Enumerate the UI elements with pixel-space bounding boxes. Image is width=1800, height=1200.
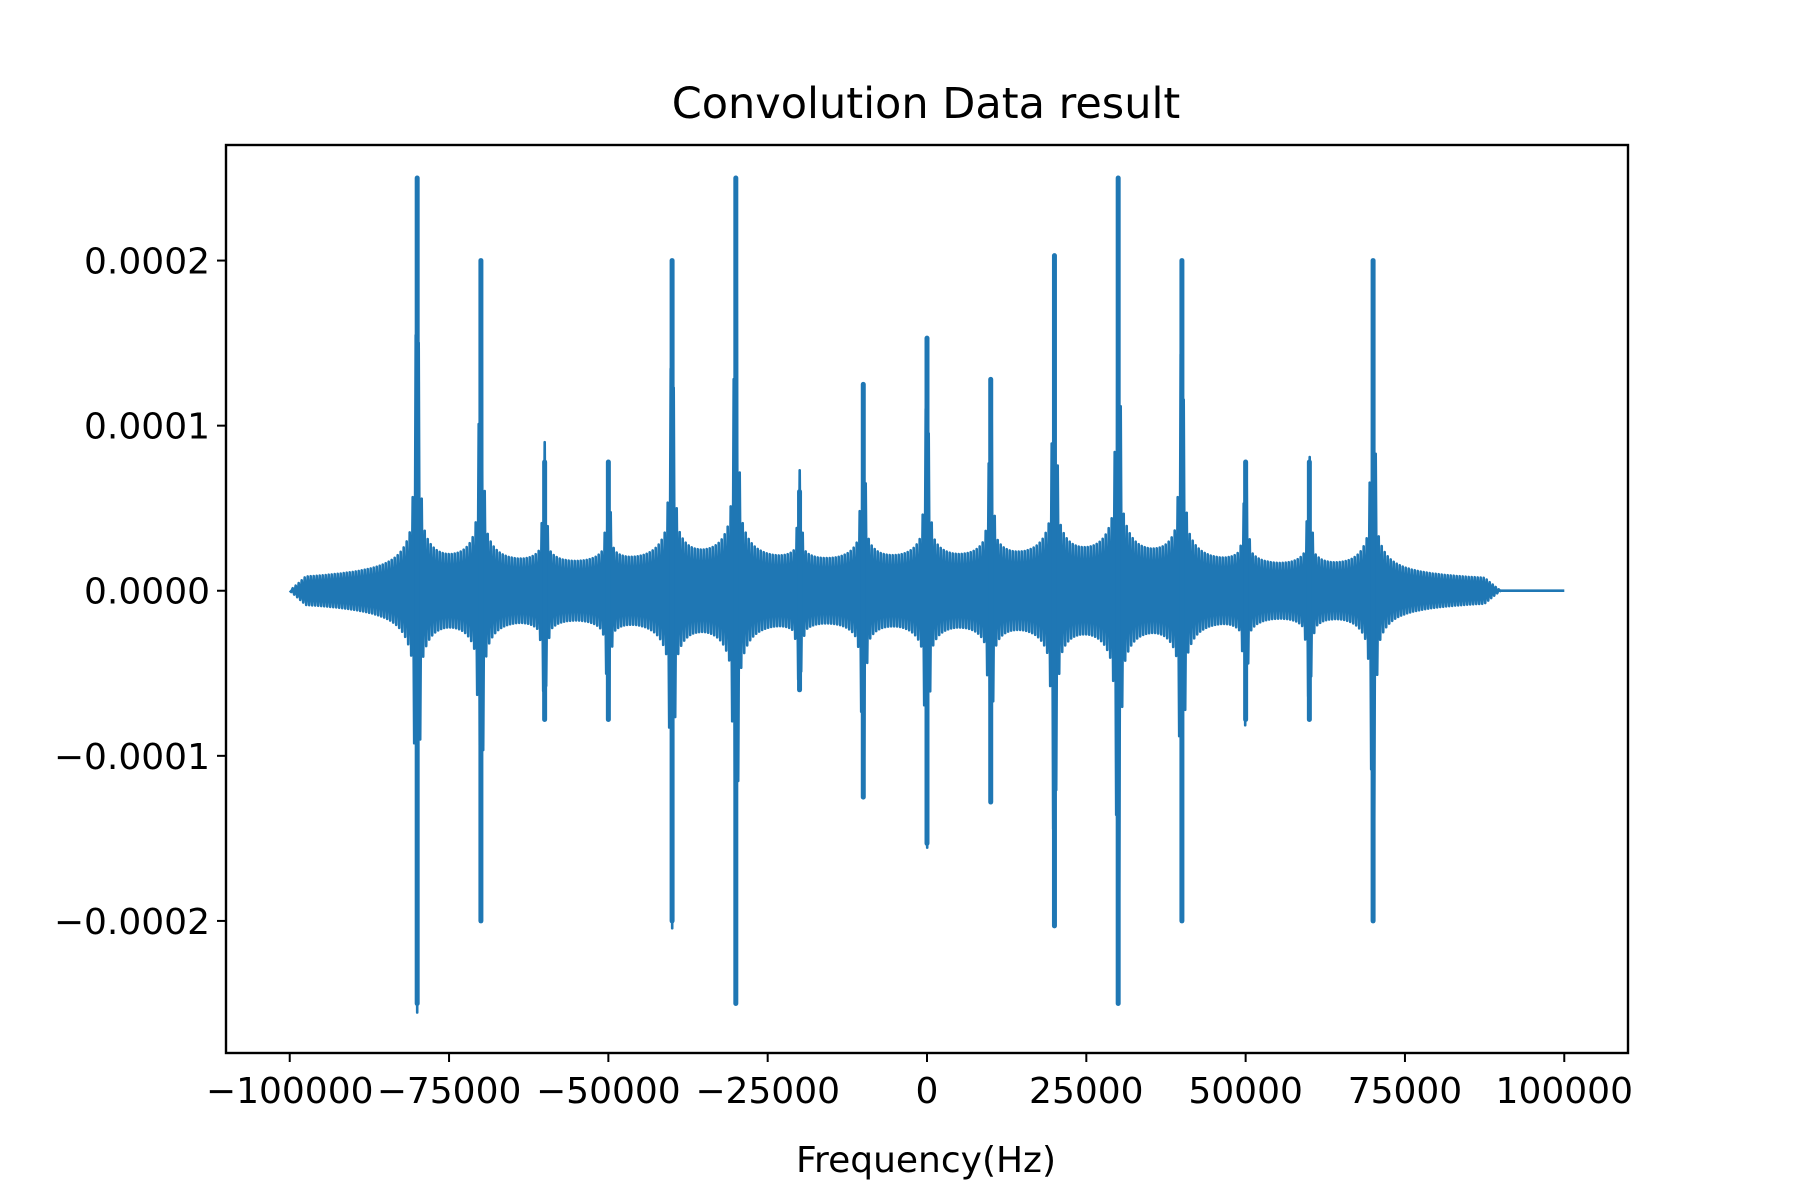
plot-frame [224,143,1630,1055]
x-tick-label: −100000 [206,1071,374,1112]
x-axis: −100000 −75000 −50000 −25000 0 25000 50000 7500… [206,1053,1633,1112]
y-axis: −0.0002 −0.0001 0.0000 0.0001 0.0002 [54,242,226,943]
y-tick-label: −0.0002 [54,902,210,943]
x-tick-label: 75000 [1348,1071,1463,1112]
x-tick-label: −75000 [377,1071,522,1112]
x-tick-label: 100000 [1496,1071,1633,1112]
y-tick-label: 0.0000 [84,572,210,613]
x-axis-label: Frequency(Hz) [796,1140,1056,1181]
x-tick-label: 0 [916,1071,939,1112]
signal-trace [288,216,1565,1014]
x-tick-label: 25000 [1029,1071,1144,1112]
y-tick-label: 0.0002 [84,242,210,283]
y-tick-label: 0.0001 [84,407,210,448]
y-tick-label: −0.0001 [54,737,210,778]
signal-trace-layer [288,175,1565,1014]
x-tick-label: 50000 [1188,1071,1303,1112]
chart-title: Convolution Data result [672,79,1181,129]
x-tick-label: −25000 [695,1071,840,1112]
x-tick-label: −50000 [536,1071,681,1112]
